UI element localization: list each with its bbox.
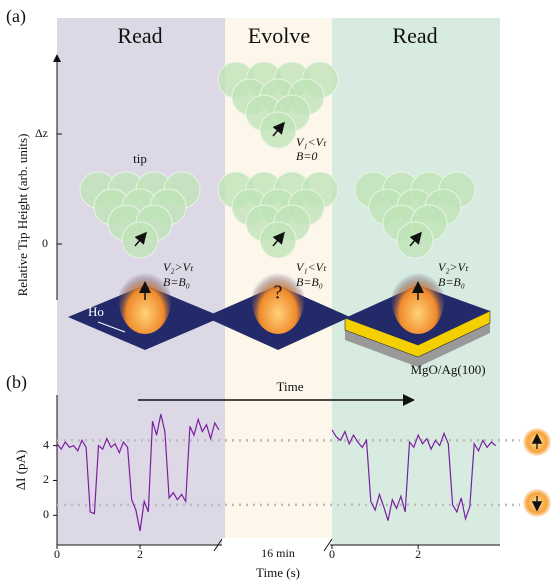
condition: V₂>Vₜ — [163, 260, 194, 274]
phase-title: Evolve — [248, 23, 310, 48]
y-axis-label: Relative Tip Height (arb. units) — [15, 134, 30, 297]
phase-title: Read — [117, 23, 162, 48]
gap-label: 16 min — [261, 546, 295, 560]
panel-label: (a) — [6, 6, 26, 27]
y-tick-label: 0 — [42, 236, 48, 250]
x-tick-label: 0 — [54, 547, 60, 561]
atom-label: Ho — [88, 304, 104, 319]
x-tick-label: 2 — [415, 547, 421, 561]
y-tick-label: Δz — [35, 126, 48, 140]
y-tick-label: 0 — [43, 507, 49, 521]
panel-label: (b) — [6, 372, 27, 393]
unknown-state: ? — [274, 282, 283, 304]
y-tick-label: 2 — [43, 472, 49, 486]
phase-title: Read — [392, 23, 437, 48]
y-axis-label: ΔI (pA) — [13, 450, 28, 491]
y-tick-label: 4 — [43, 437, 49, 451]
state-icons — [523, 428, 551, 517]
condition: B=B₀ — [296, 275, 323, 289]
substrate-label: MgO/Ag(100) — [410, 362, 485, 377]
x-axis-label: Time (s) — [256, 565, 300, 580]
condition: V₁<Vₜ — [296, 135, 327, 149]
figure: (a) Read Evolve Read Δz 0 Relative Tip H… — [0, 0, 553, 585]
x-tick-label: 2 — [137, 547, 143, 561]
time-arrow-label: Time — [277, 379, 304, 394]
condition: V₁<Vₜ — [296, 260, 327, 274]
tip-label: tip — [133, 151, 147, 166]
condition: B=0 — [296, 149, 317, 163]
condition: B=B₀ — [163, 275, 190, 289]
condition: B=B₀ — [438, 275, 465, 289]
condition: V₂>Vₜ — [438, 260, 469, 274]
